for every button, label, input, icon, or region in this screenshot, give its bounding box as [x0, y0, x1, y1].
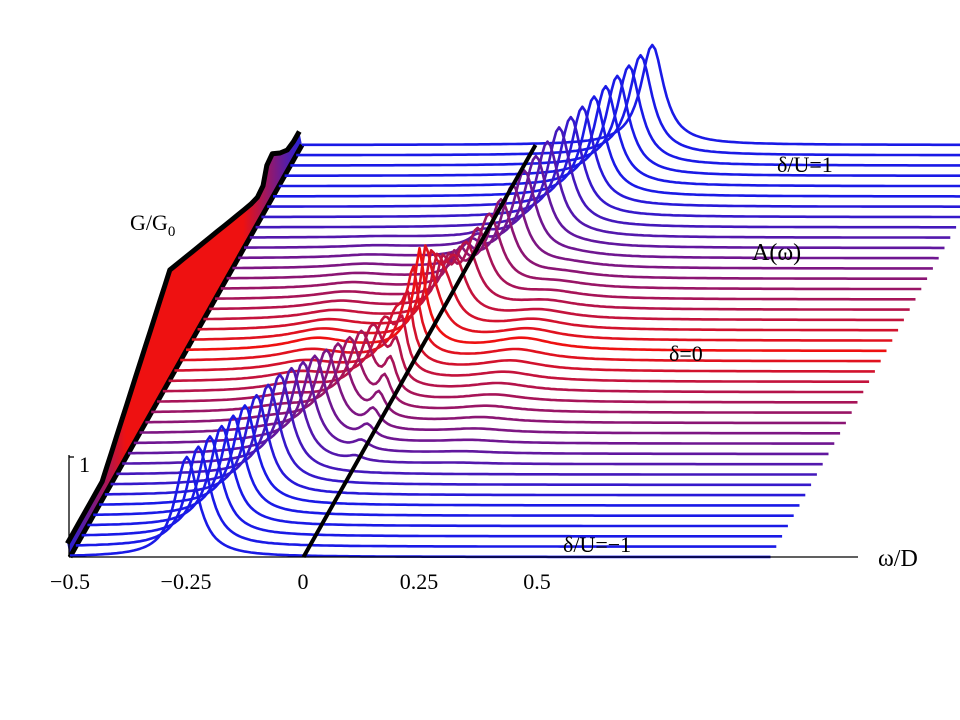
z-axis-label: A(ω)	[752, 240, 801, 266]
spectral-curve	[151, 335, 852, 414]
spectral-curve	[284, 74, 960, 177]
omega-min-edge-line	[67, 143, 305, 559]
spectral-curve	[81, 435, 783, 538]
spectral-curve	[180, 264, 881, 363]
spectral-curves	[69, 43, 960, 559]
spectral-curve	[273, 95, 960, 198]
chart-labels: −0.5 −0.25 0 0.25 0.5 ω/D 1 A(ω) δ/U=1 δ…	[50, 152, 918, 594]
spectral-curve	[133, 354, 835, 445]
spectral-curve	[249, 140, 951, 239]
guide-lines	[301, 144, 538, 558]
omega-zero-line	[301, 144, 538, 558]
x-tick-label: 0	[298, 569, 309, 594]
conductance-curve	[65, 130, 302, 545]
spectral-curve	[98, 404, 800, 507]
depth-label-middle: δ=0	[669, 341, 703, 366]
spectral-curve	[261, 115, 960, 219]
spectral-curve	[214, 226, 916, 301]
conductance-label: G/G0	[130, 210, 175, 240]
spectral-curve	[191, 244, 893, 342]
x-axis-label: ω/D	[878, 546, 918, 572]
spectral-curve	[302, 43, 960, 147]
spectral-curve	[145, 342, 846, 425]
spectral-curve	[244, 154, 945, 250]
spectral-curve	[87, 424, 788, 528]
spectral-curve	[267, 105, 960, 208]
spectral-curve	[197, 249, 899, 332]
conductance-label-subscript: 0	[168, 224, 176, 240]
spectral-curve	[110, 383, 812, 487]
x-tick-label: −0.25	[161, 569, 212, 594]
spectral-curve	[278, 84, 960, 188]
x-tick-label: −0.5	[50, 569, 90, 594]
spectral-curve	[209, 240, 910, 311]
z-tick-label: 1	[79, 452, 90, 477]
spectral-curve	[185, 246, 887, 353]
axes	[68, 455, 858, 558]
spectral-curve	[162, 322, 864, 394]
spectral-curve	[238, 169, 939, 260]
depth-label-bottom: δ/U=−1	[563, 532, 631, 557]
spectral-curve	[296, 53, 960, 157]
x-tick-label: 0.25	[400, 569, 439, 594]
spectral-curve	[255, 126, 957, 229]
spectral-curve	[75, 445, 777, 548]
conductance-curve-group	[65, 130, 305, 559]
spectral-curve	[226, 198, 928, 281]
x-tick-label: 0.5	[523, 569, 551, 594]
spectral-curve	[128, 360, 829, 456]
spectral-curve	[290, 64, 960, 167]
conductance-label-main: G/G	[130, 210, 168, 235]
spectral-curve	[232, 183, 933, 270]
depth-label-top: δ/U=1	[777, 152, 833, 177]
spectral-curve	[174, 290, 875, 373]
conductance-area	[67, 131, 302, 557]
spectral-curve	[168, 314, 870, 384]
spectral-curve	[220, 212, 922, 291]
spectral-curve	[203, 252, 904, 322]
